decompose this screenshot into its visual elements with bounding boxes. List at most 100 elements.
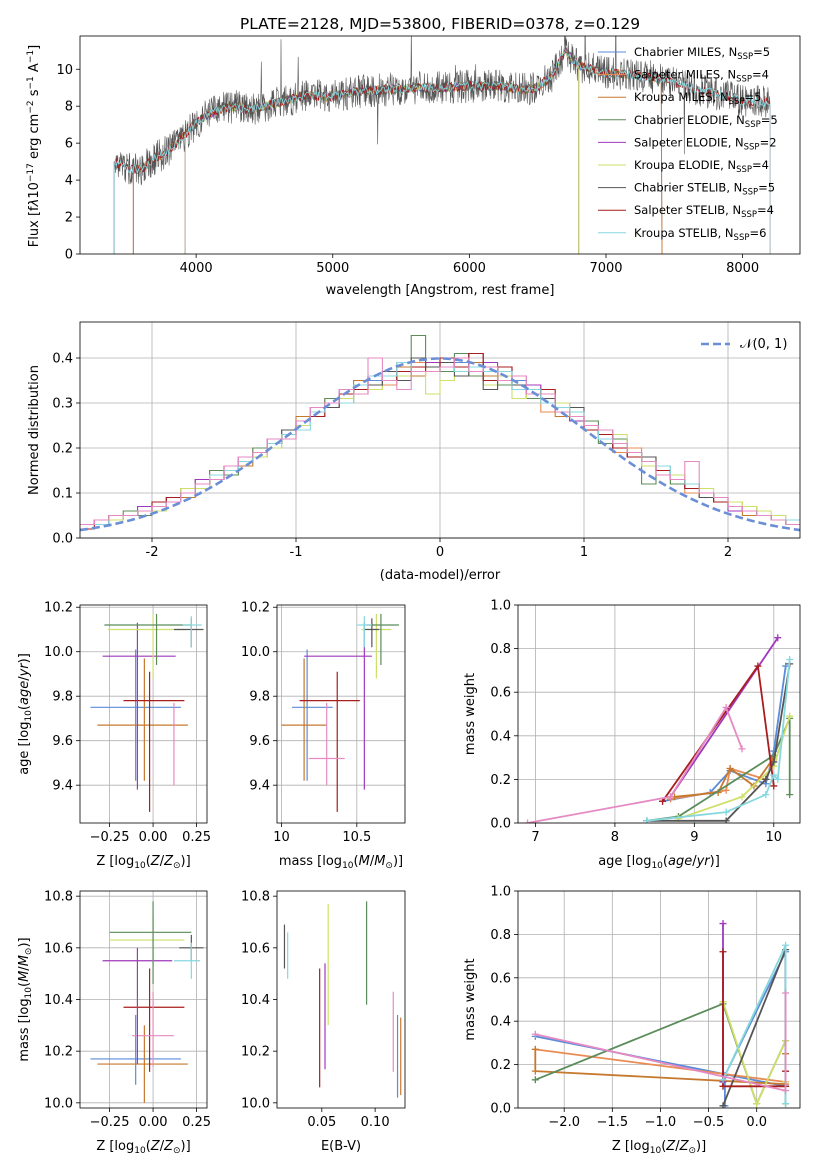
- x-tick-label: 0.00: [139, 1115, 168, 1130]
- x-tick-label: 7: [531, 830, 539, 845]
- weight-point-marker: [531, 1030, 539, 1038]
- weight-point-marker: [531, 1045, 539, 1053]
- axes-frame: [276, 604, 406, 824]
- histogram-group: [80, 334, 800, 532]
- x-tick-label: 10: [766, 830, 783, 845]
- x-tick-label: −0.25: [90, 830, 130, 845]
- y-tick-label: 10.2: [44, 1045, 73, 1060]
- x-tick-label: 0.0: [746, 1115, 767, 1130]
- weight-point-marker: [762, 775, 770, 783]
- weight-point-marker: [531, 1076, 539, 1084]
- weight-series-line: [646, 659, 791, 822]
- y-axis-label: mass weight: [463, 958, 478, 1040]
- axes-frame: [79, 604, 208, 824]
- y-tick-label: 10.4: [44, 993, 73, 1008]
- weight_vs_age-lines: [524, 634, 794, 823]
- weight-point-marker: [782, 989, 790, 997]
- legend-label: Kroupa ELODIE, NSSP=4: [634, 158, 769, 175]
- x-tick-label: 0.25: [182, 1115, 211, 1130]
- y-tick-label: 0.0: [52, 532, 73, 547]
- x-tick-label: 4000: [180, 261, 213, 276]
- y-tick-label: 10.4: [241, 993, 270, 1008]
- weight_vs_Z-lines: [531, 920, 790, 1108]
- weight_vs_Z-axes: −2.0 −1.5 −1.0 −0.5 0.0 0.0 0.2 0.4 0.6 0.8 1.0 Z […: [463, 885, 801, 1156]
- y-tick-label: 0.3: [52, 397, 73, 412]
- axes-frame: [79, 35, 801, 255]
- y-tick-label: 0.2: [52, 442, 73, 457]
- axes-frame: [79, 321, 801, 539]
- y-axis-label: Flux [fλ10−17 erg cm−2 s−1 A−1]: [26, 45, 42, 247]
- y-tick-label: 10: [56, 63, 73, 78]
- mass_vs_EBV-errorbars: [283, 901, 402, 1098]
- legend-label: Salpeter MILES, NSSP=4: [634, 68, 769, 85]
- y-tick-label: 10.8: [241, 890, 270, 905]
- weight-point-marker: [754, 662, 762, 670]
- y-tick-label: 9.6: [52, 734, 73, 749]
- legend-label: Salpeter ELODIE, NSSP=2: [634, 135, 777, 152]
- x-tick-label: 10: [273, 830, 290, 845]
- y-tick-label: 0.0: [490, 1102, 511, 1117]
- x-axis-label: mass [log10(M/M⊙)]: [279, 854, 403, 871]
- y-tick-label: 0.2: [490, 773, 511, 788]
- y-tick-label: 0.6: [490, 971, 511, 986]
- y-tick-label: 10.0: [44, 1096, 73, 1111]
- y-tick-label: 0.2: [490, 1058, 511, 1073]
- weight-point-marker: [786, 791, 794, 799]
- y-tick-label: 10.6: [44, 941, 73, 956]
- weight-point-marker: [753, 1100, 761, 1108]
- y-tick-label: 1.0: [490, 885, 511, 900]
- figure-title: PLATE=2128, MJD=53800, FIBERID=0378, z=0…: [240, 15, 640, 33]
- weight-point-marker: [774, 775, 782, 783]
- y-axis-label: mass weight: [463, 673, 478, 755]
- legend-label: Chabrier ELODIE, NSSP=5: [634, 113, 778, 130]
- weight-point-marker: [738, 793, 746, 801]
- x-tick-label: 2: [724, 545, 732, 560]
- x-tick-label: 6000: [453, 261, 486, 276]
- y-tick-label: 0.0: [490, 817, 511, 832]
- x-axis-label: (data-model)/error: [380, 568, 501, 583]
- y-tick-label: 9.4: [52, 779, 73, 794]
- axes-frame: [517, 604, 801, 824]
- y-tick-label: 4: [65, 174, 73, 189]
- y-axis-label: Normed distribution: [27, 365, 42, 495]
- x-tick-label: −1.0: [645, 1115, 677, 1130]
- weight-point-marker: [786, 656, 794, 663]
- legend-label: Salpeter STELIB, NSSP=4: [634, 203, 774, 220]
- spectrum-lines: [113, 36, 771, 254]
- x-tick-label: 5000: [316, 261, 349, 276]
- y-tick-label: 0: [65, 248, 73, 263]
- histogram-step: [80, 357, 800, 526]
- x-tick-label: 7000: [589, 261, 622, 276]
- mass_vs_Z-errorbars: [90, 901, 204, 1103]
- legend-label: 𝒩(0, 1): [740, 337, 787, 352]
- weight-point-marker: [770, 771, 778, 779]
- x-tick-label: −1.5: [597, 1115, 629, 1130]
- weight-point-marker: [782, 662, 790, 670]
- x-axis-label: Z [log10(Z/Z⊙)]: [96, 1139, 190, 1156]
- weight-point-marker: [524, 819, 532, 823]
- y-tick-label: 0.4: [490, 729, 511, 744]
- axes-frame: [276, 890, 406, 1109]
- y-tick-label: 9.4: [249, 779, 270, 794]
- y-tick-label: 0.4: [52, 352, 73, 367]
- age_vs_Z-axes: −0.25 0.00 0.25 9.4 9.6 9.8 10.0 10.2 Z [log10(Z…: [17, 601, 211, 871]
- weight-point-marker: [738, 745, 746, 753]
- y-tick-label: 6: [65, 137, 73, 152]
- x-tick-label: 8: [611, 830, 619, 845]
- y-tick-label: 0.8: [490, 928, 511, 943]
- weight_vs_age-axes: 7 8 9 10 0.0 0.2 0.4 0.6 0.8 1.0 age [log10(age/yr…: [463, 599, 801, 871]
- y-tick-label: 0.4: [490, 1015, 511, 1030]
- y-tick-label: 10.8: [44, 890, 73, 905]
- legend-label: Kroupa STELIB, NSSP=6: [634, 226, 766, 243]
- y-tick-label: 10.2: [44, 601, 73, 616]
- x-axis-label: E(B-V): [321, 1139, 361, 1154]
- axes-frame: [517, 890, 801, 1109]
- weight-point-marker: [643, 817, 651, 823]
- weight-point-marker: [722, 817, 730, 823]
- weight-point-marker: [722, 808, 730, 816]
- weight-point-marker: [722, 786, 730, 794]
- axes-frame: [79, 890, 208, 1109]
